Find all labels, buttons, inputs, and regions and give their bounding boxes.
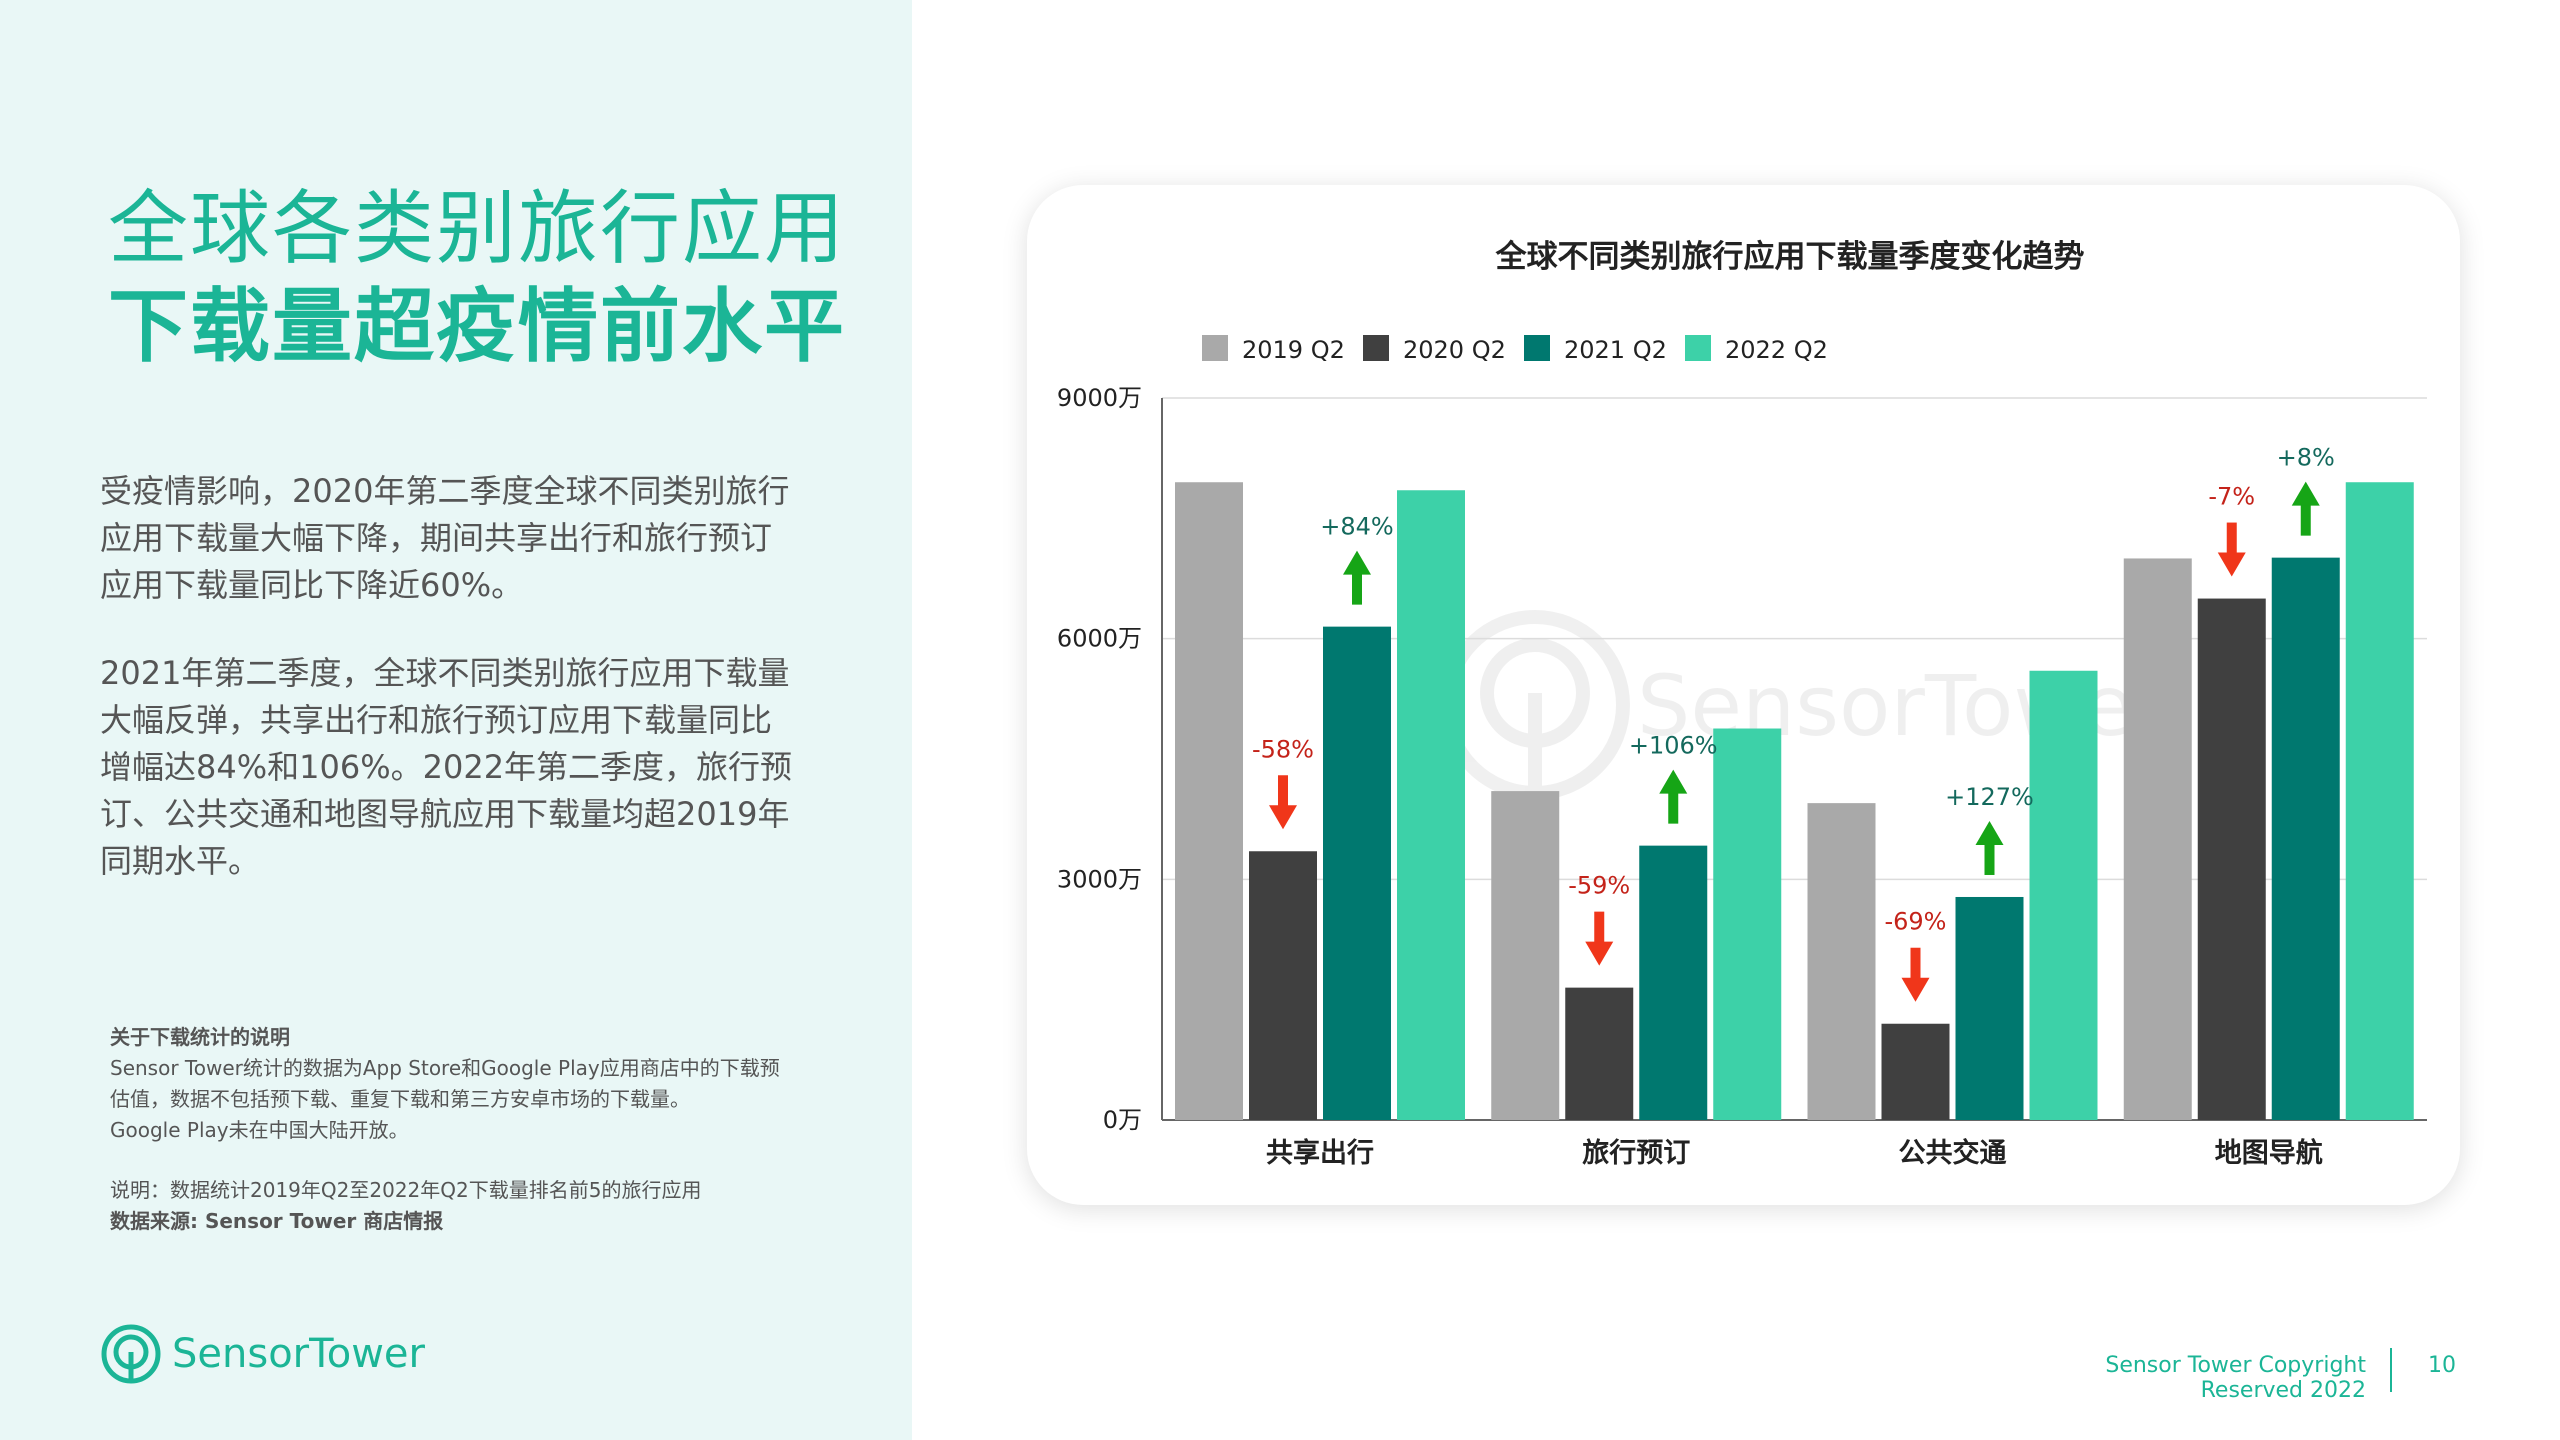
- paragraph-2: 2021年第二季度，全球不同类别旅行应用下载量 大幅反弹，共享出行和旅行预订应用…: [100, 650, 820, 885]
- footer-copyright: Sensor Tower Copyright Reserved 2022: [2105, 1353, 2366, 1403]
- note-line: Google Play未在中国大陆开放。: [110, 1118, 409, 1142]
- y-tick-label: 6000万: [1057, 625, 1142, 653]
- bar: [1565, 987, 1634, 1120]
- paragraph-line: 同期水平。: [100, 842, 261, 880]
- change-label: +106%: [1629, 732, 1718, 760]
- bar: [2029, 670, 2098, 1120]
- bar: [2271, 557, 2340, 1120]
- chart-card: SensorTower 全球不同类别旅行应用下载量季度变化趋势 2019 Q2 2…: [1027, 185, 2460, 1205]
- bar: [1491, 791, 1560, 1120]
- legend-swatch: [1685, 335, 1711, 361]
- left-panel: [0, 0, 912, 1440]
- page-title-line2: 下载量超疫情前水平: [108, 280, 846, 373]
- chart-legend: 2019 Q2 2020 Q2 2021 Q2 2022 Q2: [1202, 335, 1828, 364]
- bar: [1249, 851, 1317, 1120]
- down-arrow-icon: [1901, 947, 1930, 1002]
- sensortower-logo-icon: [101, 1324, 161, 1384]
- legend-label: 2021 Q2: [1564, 336, 1667, 364]
- paragraph-line: 受疫情影响，2020年第二季度全球不同类别旅行: [100, 472, 790, 510]
- change-label: -59%: [1568, 872, 1630, 900]
- bar: [1713, 728, 1782, 1120]
- note-line: 估值，数据不包括预下载、重复下载和第三方安卓市场的下载量。: [110, 1087, 690, 1111]
- paragraph-1: 受疫情影响，2020年第二季度全球不同类别旅行 应用下载量大幅下降，期间共享出行…: [100, 468, 820, 609]
- change-label: +84%: [1320, 513, 1393, 541]
- note-line: Sensor Tower统计的数据为App Store和Google Play应…: [110, 1056, 780, 1080]
- note-title: 关于下载统计的说明: [110, 1025, 290, 1049]
- bar: [2123, 558, 2192, 1120]
- bar: [1955, 896, 2024, 1120]
- up-arrow-icon: [1343, 550, 1371, 605]
- bar: [1323, 626, 1391, 1120]
- y-tick-label: 9000万: [1057, 384, 1142, 412]
- page-title-line1: 全球各类别旅行应用: [108, 182, 846, 275]
- x-tick-label: 旅行预订: [1582, 1137, 1690, 1169]
- change-label: -58%: [1252, 735, 1314, 763]
- bars: [1175, 482, 2414, 1120]
- paragraph-line: 大幅反弹，共享出行和旅行预订应用下载量同比: [100, 701, 773, 739]
- change-label: +8%: [2277, 444, 2335, 472]
- chart-title: 全球不同类别旅行应用下载量季度变化趋势: [1495, 239, 2085, 275]
- x-tick-label: 共享出行: [1266, 1137, 1374, 1169]
- bar: [1639, 845, 1708, 1120]
- paragraph-line: 增幅达84%和106%。2022年第二季度，旅行预: [100, 748, 793, 786]
- x-tick-label: 公共交通: [1899, 1137, 2007, 1169]
- down-arrow-icon: [1585, 911, 1614, 966]
- legend-swatch: [1363, 335, 1389, 361]
- legend-label: 2019 Q2: [1242, 336, 1345, 364]
- legend-label: 2020 Q2: [1403, 336, 1506, 364]
- bar: [1807, 803, 1876, 1120]
- x-tick-label: 地图导航: [2215, 1137, 2323, 1169]
- change-label: -69%: [1884, 908, 1946, 936]
- download-note: 关于下载统计的说明 Sensor Tower统计的数据为App Store和Go…: [110, 1022, 830, 1146]
- up-arrow-icon: [2291, 481, 2320, 536]
- chart-svg: SensorTower 全球不同类别旅行应用下载量季度变化趋势 2019 Q2 2…: [1057, 239, 2427, 1169]
- legend-swatch: [1524, 335, 1550, 361]
- y-axis: 0万 3000万 6000万 9000万: [1057, 384, 2427, 1134]
- up-arrow-icon: [1975, 820, 2004, 875]
- legend-swatch: [1202, 335, 1228, 361]
- down-arrow-icon: [2217, 522, 2246, 577]
- note-explain: 说明：数据统计2019年Q2至2022年Q2下载量排名前5的旅行应用: [110, 1178, 702, 1202]
- paragraph-line: 应用下载量大幅下降，期间共享出行和旅行预订: [100, 519, 773, 557]
- source-note: 说明：数据统计2019年Q2至2022年Q2下载量排名前5的旅行应用 数据来源:…: [110, 1175, 830, 1237]
- y-tick-label: 3000万: [1057, 865, 1142, 893]
- y-tick-label: 0万: [1103, 1106, 1142, 1134]
- x-axis: 共享出行 旅行预订 公共交通 地图导航: [1266, 1137, 2323, 1169]
- change-label: +127%: [1945, 783, 2034, 811]
- note-source: 数据来源: Sensor Tower 商店情报: [110, 1209, 444, 1233]
- bar: [1881, 1023, 1950, 1120]
- bar: [2345, 482, 2414, 1120]
- bar: [1397, 490, 1465, 1120]
- page-title: 全球各类别旅行应用 下载量超疫情前水平: [108, 180, 888, 376]
- up-arrow-icon: [1659, 769, 1688, 824]
- annotations: -58% +84% -59% +106% -69% +127% -7% +8%: [1252, 444, 2335, 1002]
- legend-label: 2022 Q2: [1725, 336, 1828, 364]
- page-number: 10: [2428, 1353, 2456, 1378]
- sensortower-logo: SensorTower: [100, 1320, 425, 1388]
- paragraph-line: 2021年第二季度，全球不同类别旅行应用下载量: [100, 654, 790, 692]
- down-arrow-icon: [1269, 775, 1297, 830]
- change-label: -7%: [2208, 483, 2255, 511]
- bar: [1175, 482, 1243, 1120]
- footer-divider: [2390, 1348, 2392, 1392]
- paragraph-line: 应用下载量同比下降近60%。: [100, 566, 524, 604]
- paragraph-line: 订、公共交通和地图导航应用下载量均超2019年: [100, 795, 790, 833]
- bar: [2197, 598, 2266, 1120]
- logo-wordmark: SensorTower: [172, 1331, 425, 1377]
